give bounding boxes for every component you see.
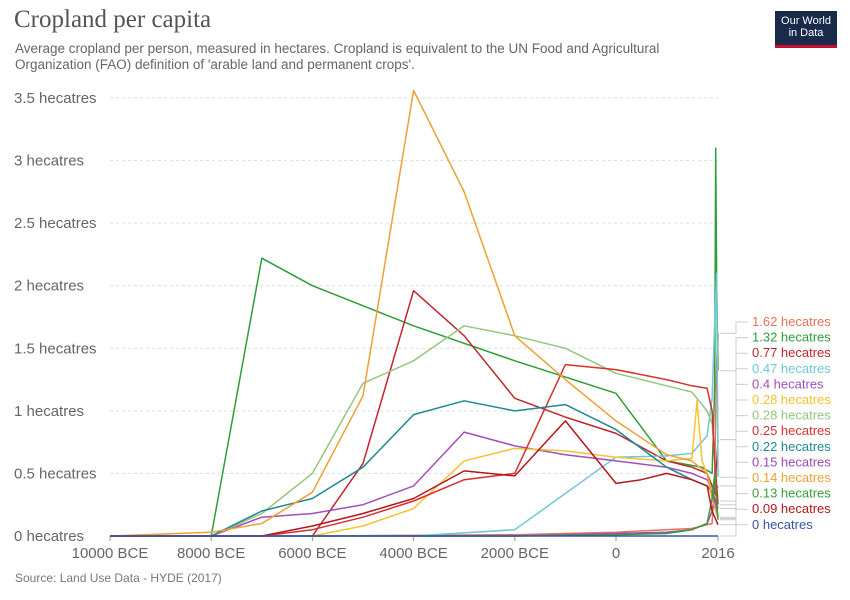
legend-entry[interactable]: 0.28 hecatres [752, 408, 831, 423]
legend-entry[interactable]: 1.62 hecatres [752, 314, 831, 329]
series-line[interactable] [110, 431, 719, 537]
x-axis: 10000 BCE 8000 BCE 6000 BCE 4000 BCE 2000 BC… [72, 536, 735, 562]
legend-entry[interactable]: 0.22 hecatres [752, 439, 831, 454]
legend-connector [720, 477, 748, 519]
legend-entry[interactable]: 1.32 hecatres [752, 330, 831, 345]
legend-entry[interactable]: 0.09 hecatres [752, 501, 831, 516]
chart-subtitle: Average cropland per person, measured in… [15, 41, 660, 72]
x-tick-label: 8000 BCE [177, 545, 245, 562]
x-tick-label: 4000 BCE [379, 545, 447, 562]
y-tick-label: 3 hecatres [14, 153, 84, 170]
legend-entry[interactable]: 0.47 hecatres [752, 361, 831, 376]
series-line[interactable] [110, 289, 719, 537]
source-note: Source: Land Use Data - HYDE (2017) [15, 571, 222, 585]
y-tick-label: 2.5 hecatres [14, 215, 97, 232]
series-line[interactable] [110, 147, 719, 537]
y-tick-label: 3.5 hecatres [14, 90, 97, 107]
legend-connector [720, 368, 748, 478]
legend-entry[interactable]: 0.15 hecatres [752, 454, 831, 469]
legend-connector [720, 415, 748, 502]
owid-logo[interactable]: Our World in Data [775, 11, 837, 48]
series-line[interactable] [110, 497, 719, 537]
grid-lines [110, 97, 718, 537]
y-tick-label: 1 hecatres [14, 403, 84, 420]
legend-connector [720, 508, 748, 526]
series-line[interactable] [110, 400, 719, 537]
series-lines [109, 89, 719, 537]
series-line[interactable] [110, 400, 719, 537]
legend-entry[interactable]: 0 hecatres [752, 517, 813, 532]
y-tick-label: 1.5 hecatres [14, 340, 97, 357]
logo-line-1: Our World [781, 15, 831, 27]
series-line[interactable] [110, 325, 719, 537]
y-tick-label: 0.5 hecatres [14, 465, 97, 482]
x-tick-label: 2016 [701, 545, 734, 562]
y-tick-label: 2 hecatres [14, 278, 84, 295]
logo-line-2: in Data [788, 27, 824, 39]
legend-connector [720, 352, 748, 441]
chart-title: Cropland per capita [14, 6, 212, 33]
legend-entry[interactable]: 0.28 hecatres [752, 392, 831, 407]
legend-connector [720, 524, 748, 537]
series-line[interactable] [110, 333, 719, 537]
legend-connector [720, 337, 748, 372]
legend-entry[interactable]: 0.25 hecatres [752, 423, 831, 438]
x-tick-label: 0 [612, 545, 620, 562]
legend-entry[interactable]: 0.4 hecatres [752, 376, 824, 391]
x-tick-label: 10000 BCE [72, 545, 149, 562]
y-axis: 0 hecatres 0.5 hecatres 1 hecatres 1.5 heca… [14, 90, 97, 545]
legend-connector [720, 493, 748, 521]
legend-entry[interactable]: 0.77 hecatres [752, 345, 831, 360]
series-line[interactable] [110, 420, 719, 537]
series-line[interactable] [110, 472, 719, 537]
series-line[interactable] [109, 89, 719, 537]
series-line[interactable] [110, 272, 719, 537]
legend-entry[interactable]: 0.14 hecatres [752, 470, 831, 485]
x-tick-label: 6000 BCE [278, 545, 346, 562]
legend-entry[interactable]: 0.13 hecatres [752, 486, 831, 501]
series-line[interactable] [110, 363, 719, 537]
y-tick-label: 0 hecatres [14, 528, 84, 545]
x-tick-label: 2000 BCE [481, 545, 549, 562]
legend-connector [720, 321, 748, 334]
